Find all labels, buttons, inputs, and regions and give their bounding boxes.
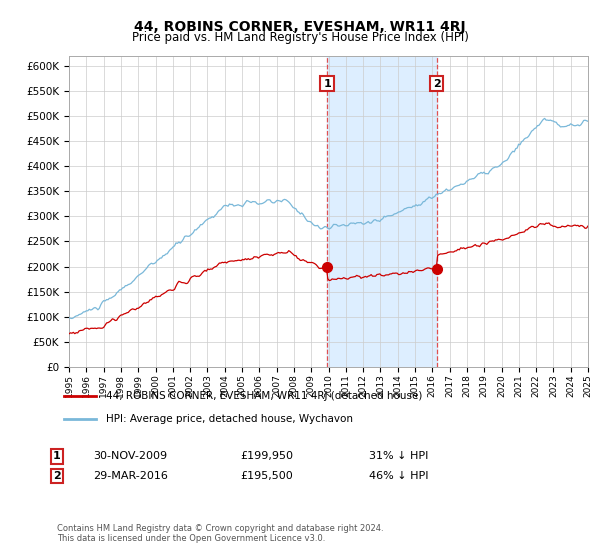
Text: 2: 2 — [53, 471, 61, 481]
Text: 46% ↓ HPI: 46% ↓ HPI — [369, 471, 428, 481]
Text: 44, ROBINS CORNER, EVESHAM, WR11 4RJ (detached house): 44, ROBINS CORNER, EVESHAM, WR11 4RJ (de… — [106, 391, 422, 401]
Text: 29-MAR-2016: 29-MAR-2016 — [93, 471, 168, 481]
Text: Price paid vs. HM Land Registry's House Price Index (HPI): Price paid vs. HM Land Registry's House … — [131, 31, 469, 44]
Text: 31% ↓ HPI: 31% ↓ HPI — [369, 451, 428, 461]
Text: 44, ROBINS CORNER, EVESHAM, WR11 4RJ: 44, ROBINS CORNER, EVESHAM, WR11 4RJ — [134, 20, 466, 34]
Text: £195,500: £195,500 — [240, 471, 293, 481]
Text: 2: 2 — [433, 78, 440, 88]
Text: Contains HM Land Registry data © Crown copyright and database right 2024.
This d: Contains HM Land Registry data © Crown c… — [57, 524, 383, 543]
Text: 1: 1 — [53, 451, 61, 461]
Text: 1: 1 — [323, 78, 331, 88]
Text: 30-NOV-2009: 30-NOV-2009 — [93, 451, 167, 461]
Text: HPI: Average price, detached house, Wychavon: HPI: Average price, detached house, Wych… — [106, 414, 353, 424]
Bar — [327, 56, 437, 367]
Text: £199,950: £199,950 — [240, 451, 293, 461]
